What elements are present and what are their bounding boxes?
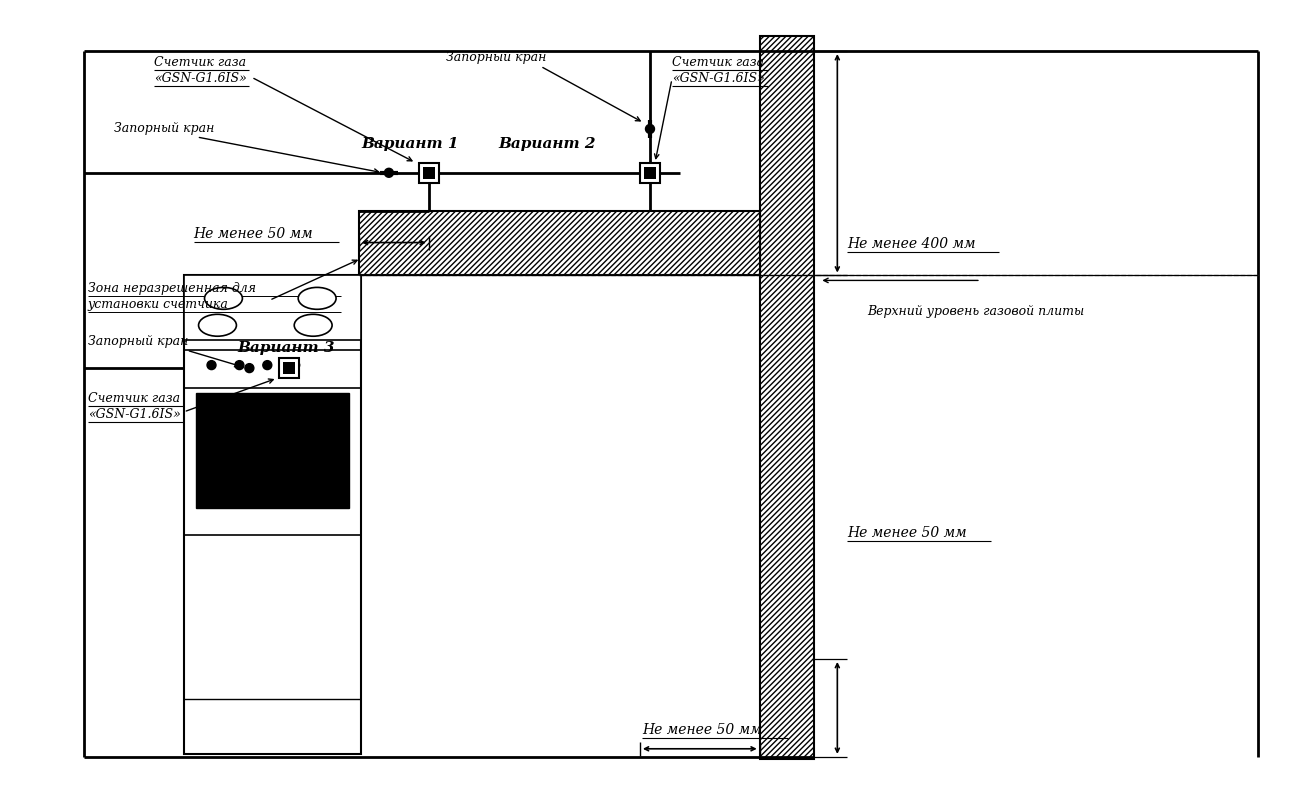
Ellipse shape xyxy=(295,314,332,336)
Bar xyxy=(760,36,814,759)
Circle shape xyxy=(646,124,655,133)
Text: Вариант 3: Вариант 3 xyxy=(238,341,335,355)
Circle shape xyxy=(245,363,253,373)
Text: Вариант 2: Вариант 2 xyxy=(499,137,596,151)
Circle shape xyxy=(235,361,244,370)
Bar xyxy=(422,167,434,179)
Bar xyxy=(195,393,349,508)
Bar xyxy=(183,275,360,754)
Ellipse shape xyxy=(298,287,336,310)
Text: Запорный кран: Запорный кран xyxy=(88,335,189,348)
Ellipse shape xyxy=(199,314,236,336)
Circle shape xyxy=(207,361,216,370)
Circle shape xyxy=(291,361,300,370)
Bar xyxy=(359,211,760,275)
Text: Не менее 50 мм: Не менее 50 мм xyxy=(194,226,313,241)
Text: Счетчик газа: Счетчик газа xyxy=(672,56,764,69)
Ellipse shape xyxy=(204,287,243,310)
Text: «GSN-G1.6IS»: «GSN-G1.6IS» xyxy=(88,408,181,421)
Text: Верхний уровень газовой плиты: Верхний уровень газовой плиты xyxy=(867,306,1084,318)
Text: «GSN-G1.6IS»: «GSN-G1.6IS» xyxy=(672,72,765,85)
Text: Вариант 1: Вариант 1 xyxy=(360,137,459,151)
Text: Счетчик газа: Счетчик газа xyxy=(154,56,245,69)
Bar xyxy=(643,167,656,179)
Text: «GSN-G1.6IS»: «GSN-G1.6IS» xyxy=(154,72,247,85)
Bar xyxy=(283,363,295,374)
Text: Не менее 400 мм: Не менее 400 мм xyxy=(848,237,975,250)
Text: Не менее 50 мм: Не менее 50 мм xyxy=(848,525,966,540)
Text: Запорный кран: Запорный кран xyxy=(446,51,547,64)
Bar xyxy=(183,275,360,340)
Circle shape xyxy=(262,361,271,370)
Circle shape xyxy=(385,168,393,177)
Bar xyxy=(419,163,439,183)
Text: Счетчик газа: Счетчик газа xyxy=(88,392,180,405)
Text: Не менее 50 мм: Не менее 50 мм xyxy=(642,723,762,737)
Bar xyxy=(640,163,660,183)
Text: установки счетчика: установки счетчика xyxy=(88,298,229,311)
Text: Запорный кран: Запорный кран xyxy=(114,122,214,135)
Bar xyxy=(279,358,300,378)
Text: Зона неразрешенная для: Зона неразрешенная для xyxy=(88,282,256,295)
